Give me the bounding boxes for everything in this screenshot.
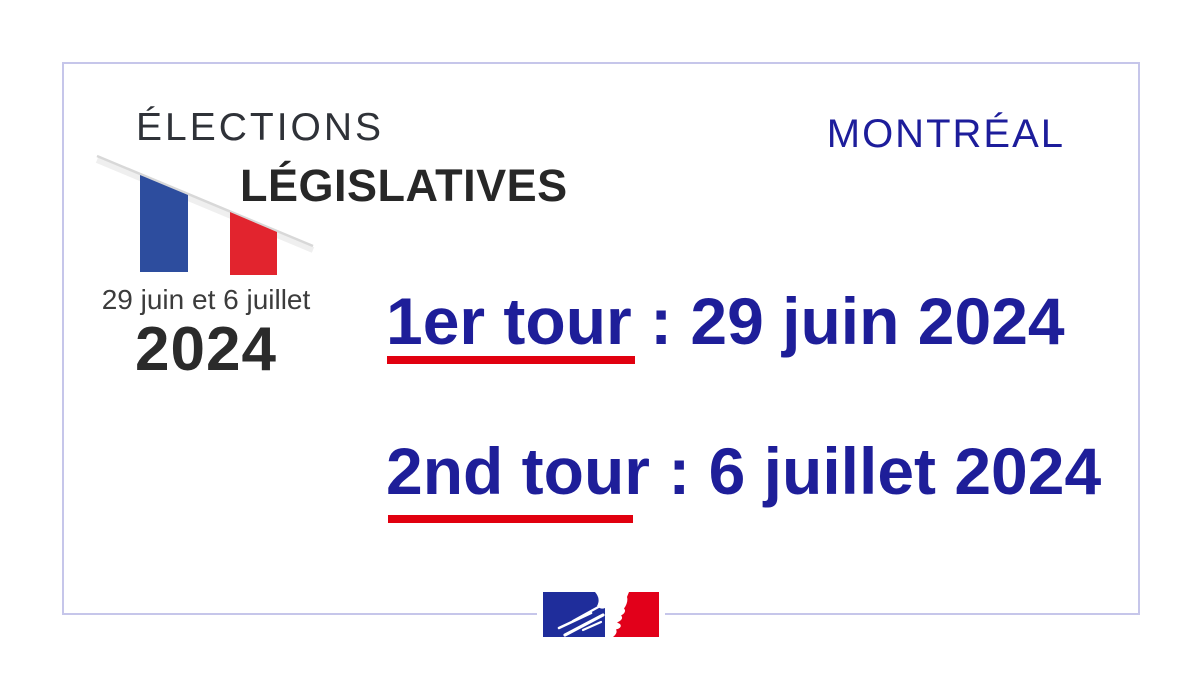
round-2-date: : 6 juillet 2024	[649, 434, 1102, 508]
flag-blue-stripe	[140, 175, 188, 272]
round-2-label: 2nd tour	[386, 434, 650, 508]
round-1-label: 1er tour	[386, 284, 632, 358]
election-dates: 29 juin et 6 juillet	[101, 284, 311, 315]
round-2-underline	[388, 515, 633, 523]
gov-logo-red-block-face-profile	[613, 591, 659, 637]
marianne-logo	[543, 591, 659, 637]
elections-title-line1: ÉLECTIONS	[136, 106, 385, 149]
fold-shadow-soft	[95, 157, 315, 253]
elections-title-line2: LÉGISLATIVES	[240, 160, 568, 211]
content-frame: ÉLECTIONS LÉGISLATIVES 29 juin et 6 juil…	[62, 62, 1140, 642]
french-flag-fold-logo	[95, 154, 315, 275]
round-1-date: : 29 juin 2024	[631, 284, 1065, 358]
gov-logo-head-crown	[595, 591, 605, 609]
location-title: MONTRÉAL	[826, 112, 1065, 156]
government-logo	[537, 586, 665, 642]
gov-logo-flow-lines	[557, 603, 605, 637]
round-2-line: 2nd tour : 6 juillet 2024	[386, 438, 1101, 504]
round-1-line: 1er tour : 29 juin 2024	[386, 288, 1065, 354]
election-year: 2024	[135, 315, 277, 384]
flag-red-stripe	[230, 212, 277, 275]
round-1-underline	[387, 356, 635, 364]
fold-shadow-edge	[96, 154, 314, 248]
